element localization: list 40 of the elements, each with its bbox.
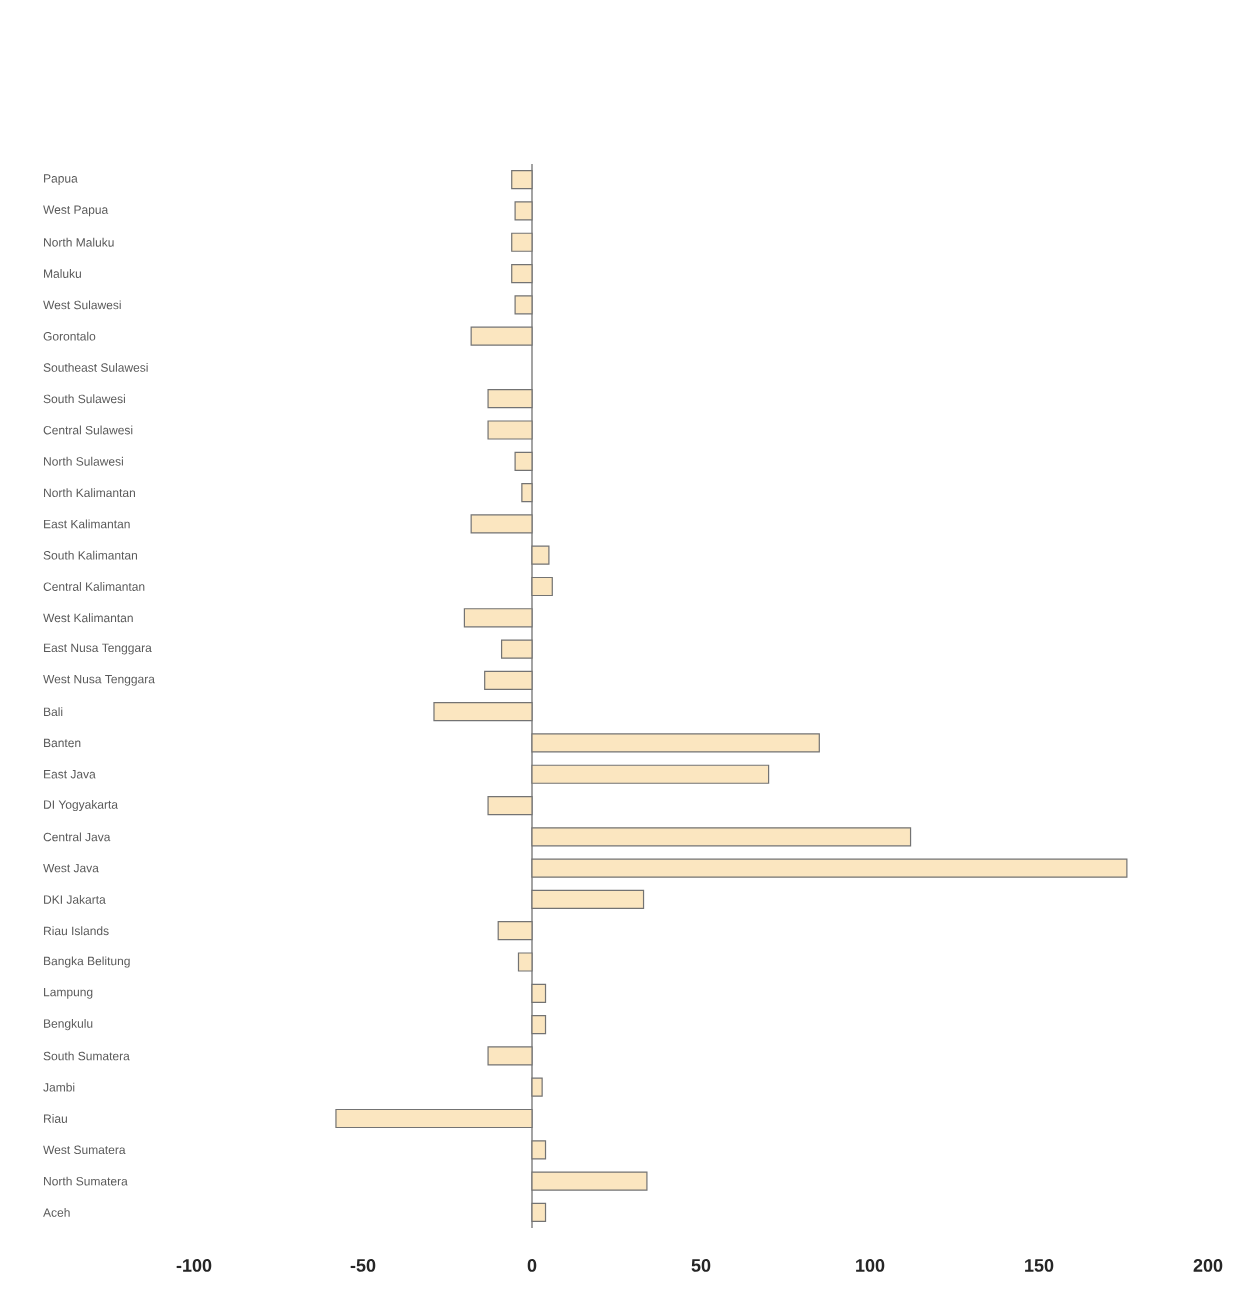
bar	[335, 1108, 533, 1129]
x-tick-label: 150	[1025, 1259, 1054, 1272]
bar	[487, 420, 533, 440]
bar	[517, 952, 533, 972]
bar	[470, 326, 533, 346]
bar	[521, 483, 533, 503]
bar	[484, 670, 533, 690]
bar	[531, 764, 770, 784]
bar	[531, 576, 553, 597]
bar	[500, 639, 533, 659]
bar	[463, 608, 533, 628]
bar	[487, 1046, 533, 1066]
x-tick-label: -50	[350, 1259, 376, 1272]
bar	[531, 1077, 543, 1097]
bar	[514, 451, 533, 471]
bar	[511, 232, 533, 252]
x-tick-label: 0	[527, 1259, 537, 1272]
bar	[497, 921, 533, 941]
bar	[531, 1202, 547, 1222]
bar	[531, 983, 547, 1003]
bar	[511, 263, 533, 284]
x-tick-label: -100	[176, 1259, 212, 1272]
bar	[511, 170, 533, 190]
bar	[531, 1171, 648, 1191]
x-tick-label: 50	[691, 1259, 711, 1272]
bar	[531, 1015, 547, 1035]
bar	[531, 889, 645, 910]
bar	[470, 514, 533, 534]
bar	[487, 795, 533, 816]
x-tick-label: 100	[856, 1259, 885, 1272]
bar	[487, 389, 533, 409]
x-tick-label: 200	[1193, 1259, 1223, 1272]
bar	[514, 295, 533, 315]
bar	[531, 1140, 547, 1160]
bar	[514, 201, 533, 221]
bar	[531, 545, 550, 565]
bar	[531, 733, 820, 753]
bar	[531, 858, 1128, 878]
bar	[433, 702, 533, 722]
bar	[531, 827, 912, 847]
